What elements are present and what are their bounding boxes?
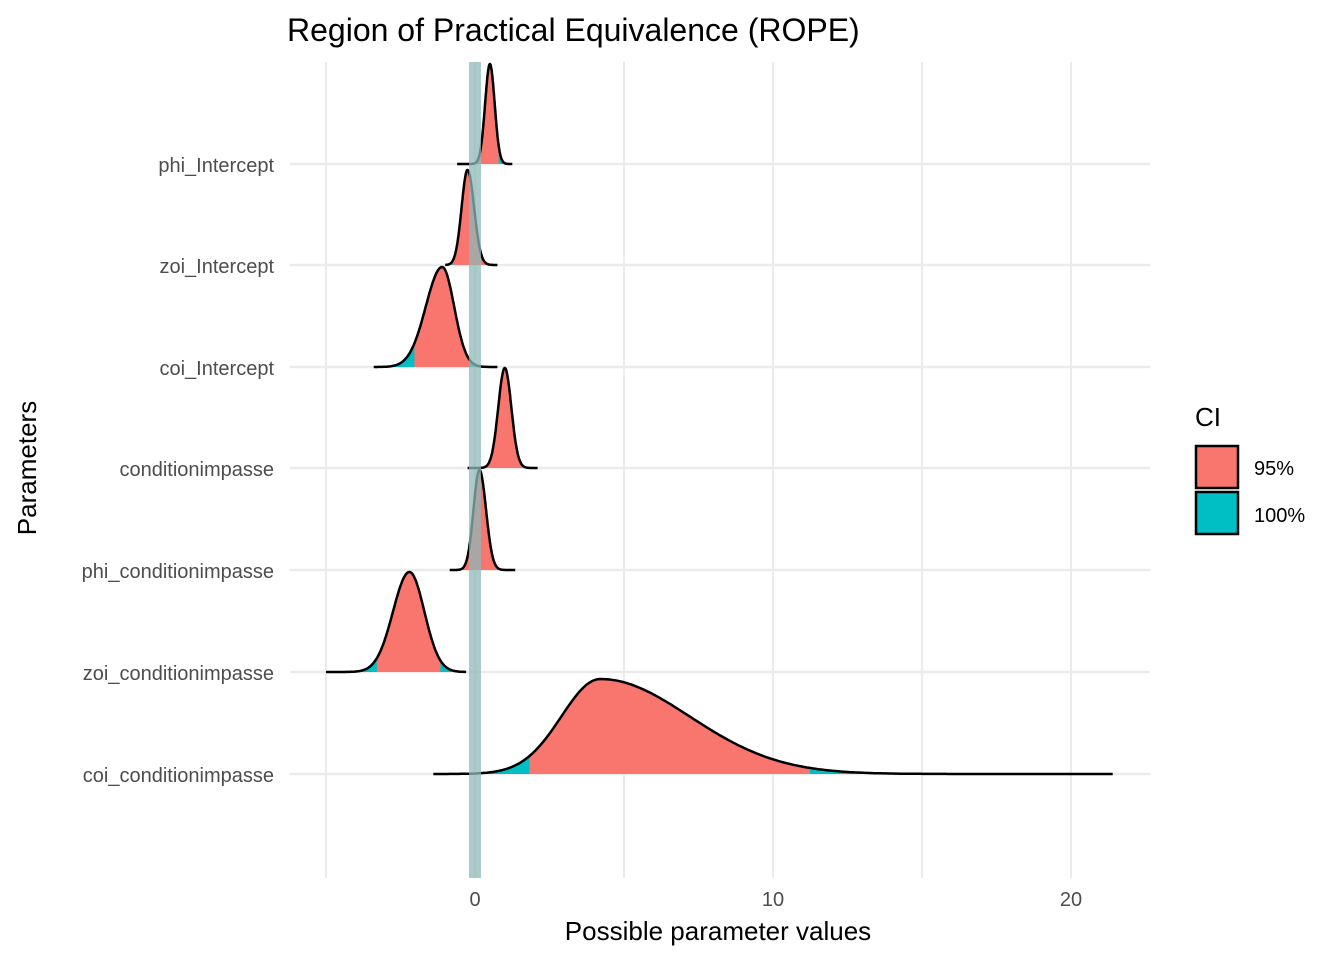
y-axis-tick-labels: phi_Intercept zoi_Intercept coi_Interceptc… — [82, 155, 275, 787]
x-tick-label: 0 — [469, 889, 480, 911]
legend: CI 95% 100% — [1194, 402, 1305, 536]
y-tick-label: zoi_conditionimpasse — [83, 663, 274, 685]
density-outline — [433, 677, 1113, 776]
density-coi-conditionimpasse — [433, 677, 1113, 776]
x-tick-label: 10 — [762, 889, 784, 911]
density-phi-conditionimpasse — [449, 468, 516, 572]
density-zoi-conditionimpasse — [326, 570, 467, 674]
ci95-area — [376, 572, 441, 672]
legend-label-95: 95% — [1254, 458, 1294, 480]
legend-key-95 — [1194, 444, 1240, 490]
y-tick-label: zoi_Intercept — [159, 256, 274, 278]
x-tick-label: 20 — [1060, 889, 1082, 911]
y-tick-label: phi_conditionimpasse — [82, 561, 274, 583]
chart-title: Region of Practical Equivalence (ROPE) — [287, 12, 860, 48]
y-axis-title: Parameters — [12, 401, 42, 535]
ci95-area — [529, 679, 810, 774]
x-axis-tick-labels: 0 10 20 — [469, 889, 1082, 911]
x-axis-title: Possible parameter values — [565, 916, 871, 946]
density-outline — [326, 570, 467, 674]
legend-title: CI — [1195, 402, 1221, 432]
y-tick-label: conditionimpasse — [119, 459, 274, 481]
y-tick-label: phi_Intercept — [158, 155, 274, 177]
legend-key-100 — [1194, 490, 1240, 536]
ci95-area — [414, 267, 469, 367]
legend-label-100: 100% — [1254, 505, 1305, 527]
density-phi-Intercept — [457, 62, 513, 166]
rope-band — [469, 62, 481, 878]
rope-rect — [469, 62, 481, 878]
density-layer — [326, 62, 1113, 776]
density-outline — [457, 62, 513, 166]
y-tick-label: coi_Intercept — [159, 358, 274, 380]
density-outline — [449, 468, 516, 572]
y-tick-label: coi_conditionimpasse — [83, 765, 274, 787]
